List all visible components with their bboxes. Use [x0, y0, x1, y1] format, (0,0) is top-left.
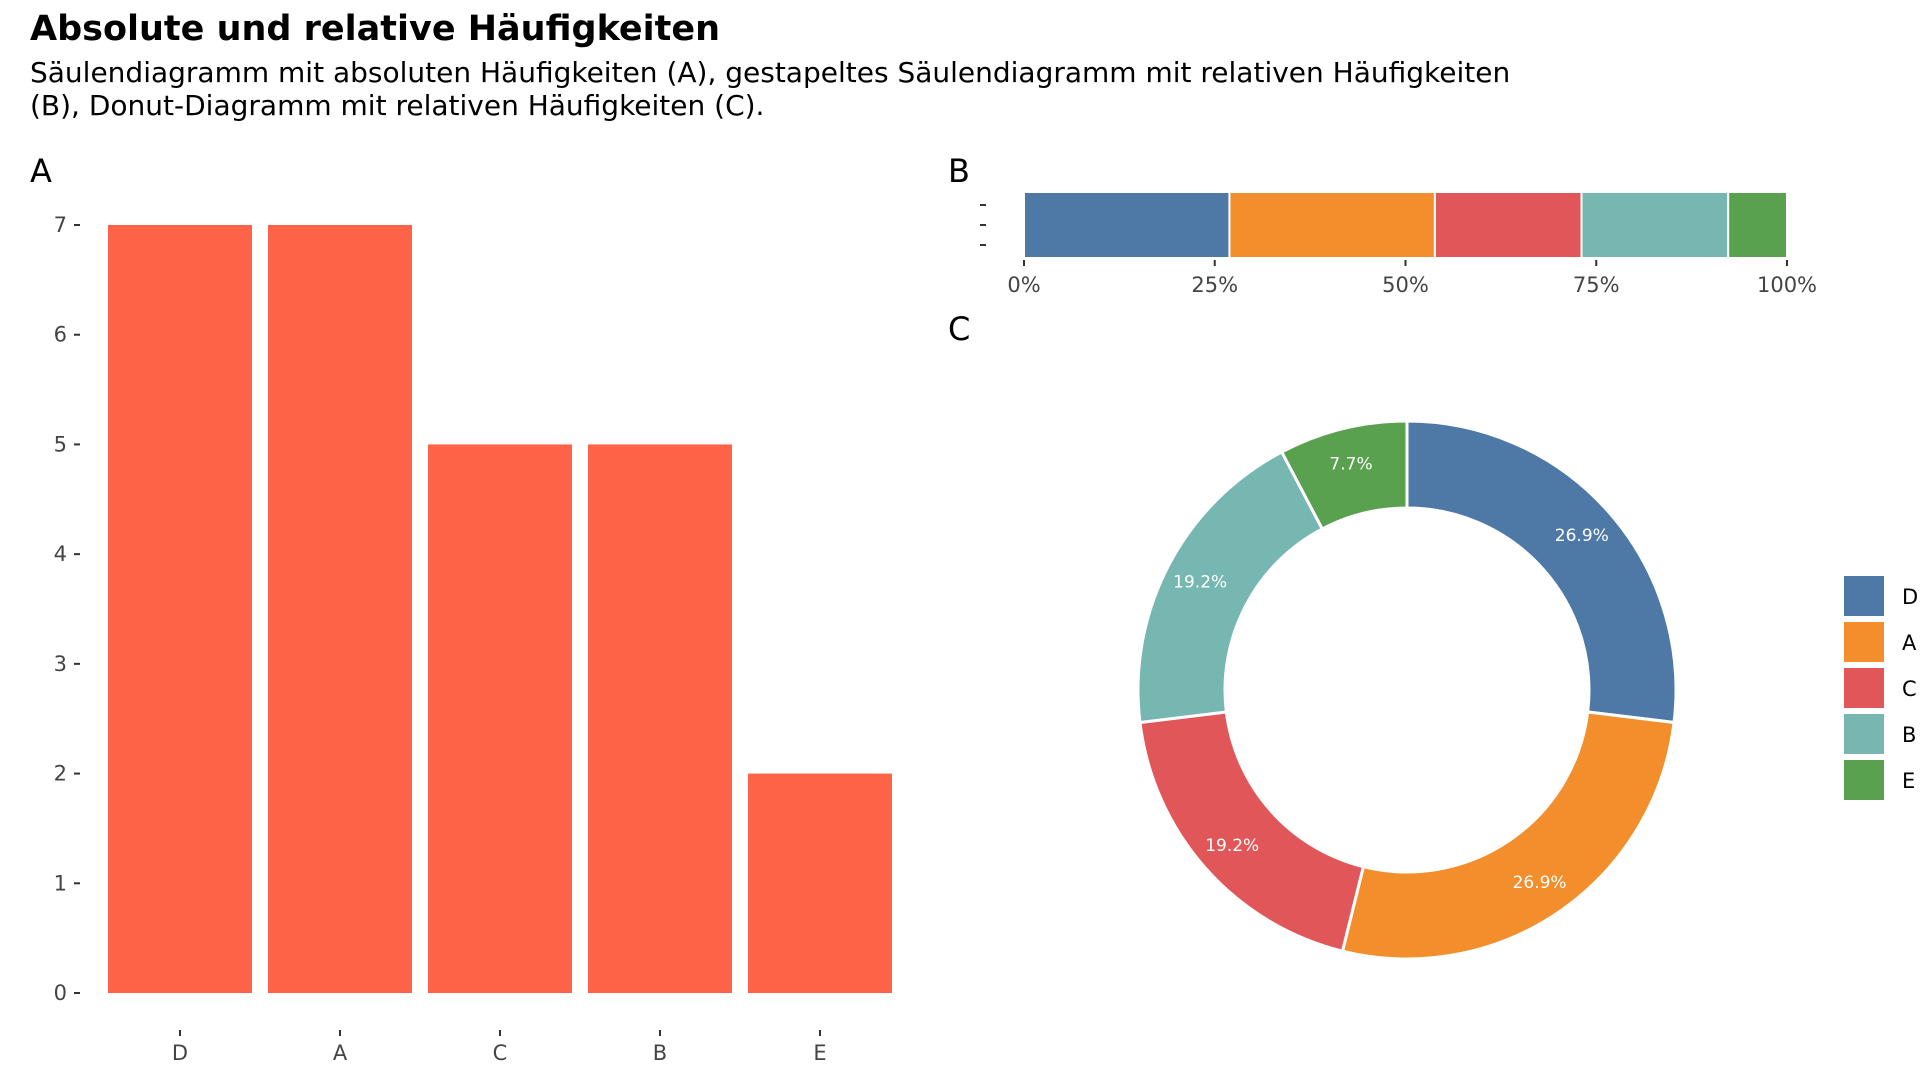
y-tick-label: 6: [54, 323, 67, 347]
x-tick-label: D: [172, 1041, 188, 1065]
stacked-segment-D: [1023, 191, 1231, 259]
stacked-segment-E: [1727, 191, 1788, 259]
stacked-bar-relative: 0% 25% 50% 75% 100%: [980, 191, 1817, 297]
x-tick-label: 25%: [1191, 273, 1238, 297]
bar-C: [428, 444, 572, 993]
legend-swatch-A: [1844, 622, 1884, 662]
bar-chart-absolute: 0 1 2 3 4 5 6 7 D A C B E: [54, 213, 892, 1065]
donut-slice-E: [1279, 419, 1409, 531]
donut-slice-A: [1340, 710, 1676, 961]
y-tick-label: 0: [54, 981, 67, 1005]
legend-label: A: [1902, 631, 1917, 655]
y-tick-label: 4: [54, 542, 67, 566]
bar-D: [108, 225, 252, 993]
legend-swatch-C: [1844, 668, 1884, 708]
x-tick-label: C: [493, 1041, 508, 1065]
y-tick-label: 3: [54, 652, 67, 676]
x-tick-label: 100%: [1757, 273, 1817, 297]
chart-title: Absolute und relative Häufigkeiten: [30, 9, 720, 49]
donut-slice-label: 19.2%: [1173, 573, 1227, 593]
bar-E: [748, 773, 892, 993]
x-tick-label: B: [653, 1041, 667, 1065]
legend-swatch-E: [1844, 760, 1884, 800]
y-tick-label: 2: [54, 762, 67, 786]
donut-slice-label: 7.7%: [1329, 454, 1372, 474]
stacked-segment-B: [1580, 191, 1730, 259]
panel-tag-c: C: [948, 310, 970, 348]
panel-tag-a: A: [30, 152, 52, 190]
donut-slice-label: 26.9%: [1513, 873, 1567, 893]
legend-label: E: [1902, 769, 1915, 793]
panel-tag-b: B: [948, 152, 970, 190]
stacked-segment-C: [1433, 191, 1583, 259]
donut-slice-D: [1405, 419, 1678, 725]
donut-slice-label: 26.9%: [1555, 526, 1609, 546]
chart-subtitle-line-1: Säulendiagramm mit absoluten Häufigkeite…: [30, 56, 1510, 89]
x-tick-label: 75%: [1573, 273, 1620, 297]
legend-swatch-B: [1844, 714, 1884, 754]
x-tick-label: E: [813, 1041, 826, 1065]
x-tick-label: 50%: [1382, 273, 1429, 297]
legend-label: C: [1902, 677, 1917, 701]
y-tick-label: 1: [54, 871, 67, 895]
bar-A: [268, 225, 412, 993]
donut-slice-label: 19.2%: [1205, 836, 1259, 856]
donut-chart-relative: 26.9% 26.9% 19.2% 19.2% 7.7%: [1136, 419, 1678, 961]
legend-label: D: [1902, 585, 1918, 609]
donut-slice-B: [1136, 449, 1325, 725]
bar-B: [588, 444, 732, 993]
y-tick-label: 5: [54, 432, 67, 456]
x-tick-label: 0%: [1007, 273, 1040, 297]
legend-label: B: [1902, 723, 1916, 747]
chart-subtitle-line-2: (B), Donut-Diagramm mit relativen Häufig…: [30, 89, 764, 122]
donut-slice-C: [1138, 710, 1366, 953]
y-tick-label: 7: [54, 213, 67, 237]
stacked-segment-A: [1228, 191, 1436, 259]
legend-swatch-D: [1844, 576, 1884, 616]
x-tick-label: A: [333, 1041, 348, 1065]
